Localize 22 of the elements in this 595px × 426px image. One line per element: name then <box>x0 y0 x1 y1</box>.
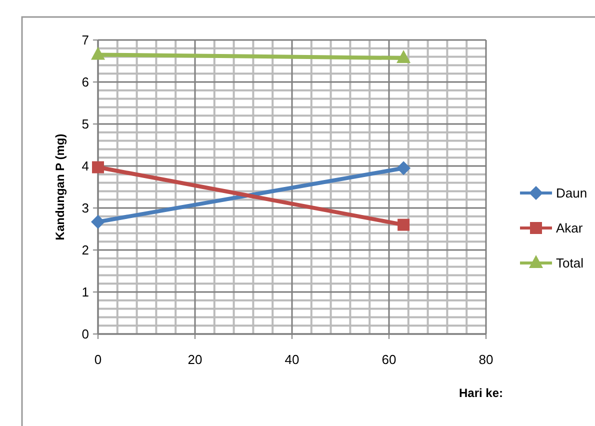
legend-label: Daun <box>556 186 588 201</box>
y-tick-label: 1 <box>82 284 89 300</box>
x-axis-title: Hari ke: <box>458 386 504 400</box>
y-tick-label: 7 <box>82 32 89 48</box>
x-tick-label: 20 <box>188 352 202 367</box>
x-tick-label: 40 <box>284 352 300 367</box>
x-tick-label: 60 <box>382 352 396 367</box>
point <box>92 161 104 174</box>
point <box>396 161 411 176</box>
x-tick-label: 80 <box>478 352 494 367</box>
y-axis-title: Kandungan P (mg) <box>53 134 67 240</box>
point <box>91 214 105 229</box>
legend-label: Total <box>556 256 584 271</box>
legend-label: Akar <box>556 220 584 236</box>
y-tick-label: 6 <box>82 74 89 90</box>
x-tick-label: 0 <box>94 352 102 367</box>
y-tick-label: 4 <box>82 158 89 174</box>
y-tick-label: 0 <box>82 326 89 342</box>
y-tick-label: 3 <box>82 200 89 216</box>
y-tick-label: 5 <box>82 116 89 132</box>
point <box>398 218 410 231</box>
y-tick-label: 2 <box>82 242 89 258</box>
